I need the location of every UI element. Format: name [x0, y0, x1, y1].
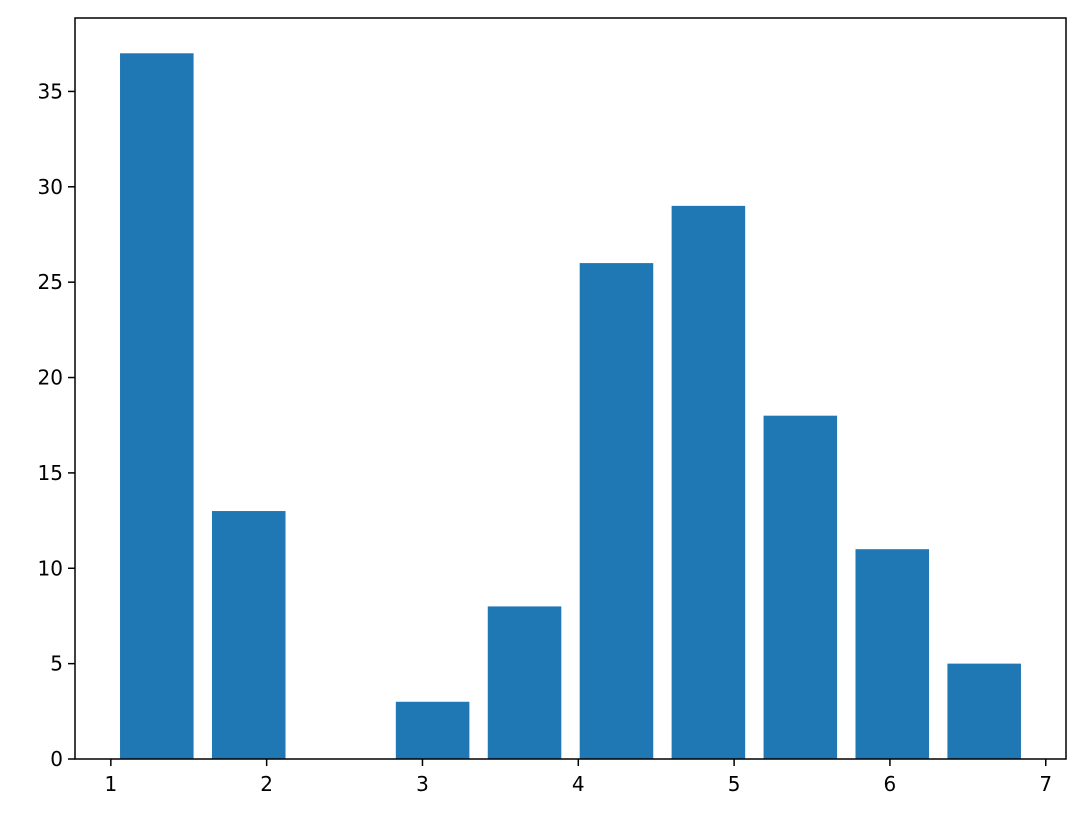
y-tick-label: 15: [38, 461, 63, 485]
x-tick-label: 1: [104, 772, 117, 796]
bar: [579, 263, 654, 759]
bar: [120, 53, 194, 760]
x-tick-label: 6: [884, 772, 897, 796]
y-tick-label: 35: [38, 79, 63, 103]
bar: [671, 205, 746, 760]
bar: [487, 606, 562, 759]
y-tick-label: 25: [38, 270, 63, 294]
bar: [211, 511, 286, 759]
x-tick-label: 2: [260, 772, 273, 796]
x-tick-label: 3: [416, 772, 429, 796]
bar: [763, 415, 838, 759]
x-tick-label: 5: [728, 772, 741, 796]
y-tick-label: 0: [50, 747, 63, 771]
y-tick-label: 10: [38, 556, 63, 580]
bar: [395, 701, 470, 759]
x-tick-label: 7: [1039, 772, 1052, 796]
y-tick-label: 20: [38, 366, 63, 390]
plot-frame: [74, 17, 1067, 760]
y-tick-label: 30: [38, 175, 63, 199]
x-tick-label: 4: [572, 772, 585, 796]
y-tick-label: 5: [50, 652, 63, 676]
bar: [855, 549, 930, 759]
bar: [947, 663, 1021, 759]
